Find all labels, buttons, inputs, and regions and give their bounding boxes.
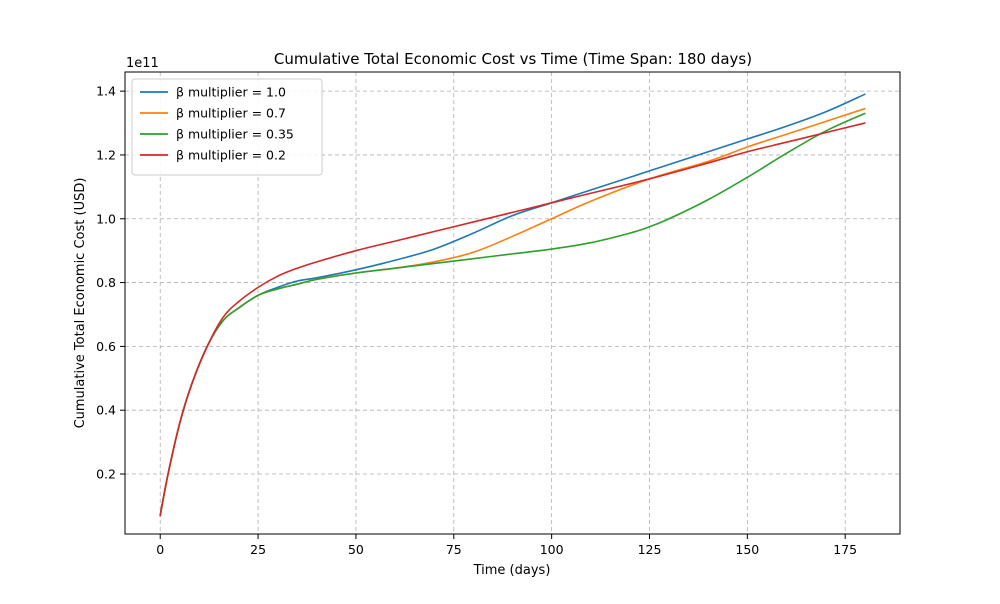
x-tick-label: 100 <box>540 542 564 557</box>
x-tick-label: 75 <box>446 542 462 557</box>
y-offset-label: 1e11 <box>126 56 159 71</box>
legend-label-0: β multiplier = 1.0 <box>176 85 286 100</box>
x-axis: 0 25 50 75 100 125 150 175 <box>156 534 857 557</box>
legend-label-1: β multiplier = 0.7 <box>176 106 286 121</box>
grid-lines <box>125 72 900 534</box>
plot-frame <box>124 71 901 535</box>
y-tick-label: 1.2 <box>96 147 116 162</box>
chart-title: Cumulative Total Economic Cost vs Time (… <box>274 50 752 68</box>
series-lines <box>159 93 866 517</box>
y-axis-label: Cumulative Total Economic Cost (USD) <box>73 178 88 429</box>
x-tick-label: 150 <box>735 542 759 557</box>
legend-label-3: β multiplier = 0.2 <box>176 148 286 163</box>
x-axis-label: Time (days) <box>473 563 551 578</box>
y-tick-label: 1.4 <box>96 84 116 99</box>
legend: β multiplier = 1.0 β multiplier = 0.7 β mu… <box>131 78 323 176</box>
legend-box <box>131 78 323 176</box>
y-tick-label: 0.4 <box>96 403 116 418</box>
x-tick-label: 175 <box>833 542 857 557</box>
y-axis: 0.2 0.4 0.6 0.8 1.0 1.2 1.4 <box>96 84 125 482</box>
x-tick-label: 25 <box>250 542 266 557</box>
series-line-3 <box>159 122 866 517</box>
x-tick-label: 50 <box>348 542 364 557</box>
y-tick-label: 0.6 <box>96 339 116 354</box>
y-tick-label: 0.8 <box>96 275 116 290</box>
y-tick-label: 0.2 <box>96 467 116 482</box>
y-tick-label: 1.0 <box>96 211 116 226</box>
legend-label-2: β multiplier = 0.35 <box>176 127 294 142</box>
x-tick-label: 0 <box>156 542 164 557</box>
x-tick-label: 125 <box>638 542 662 557</box>
